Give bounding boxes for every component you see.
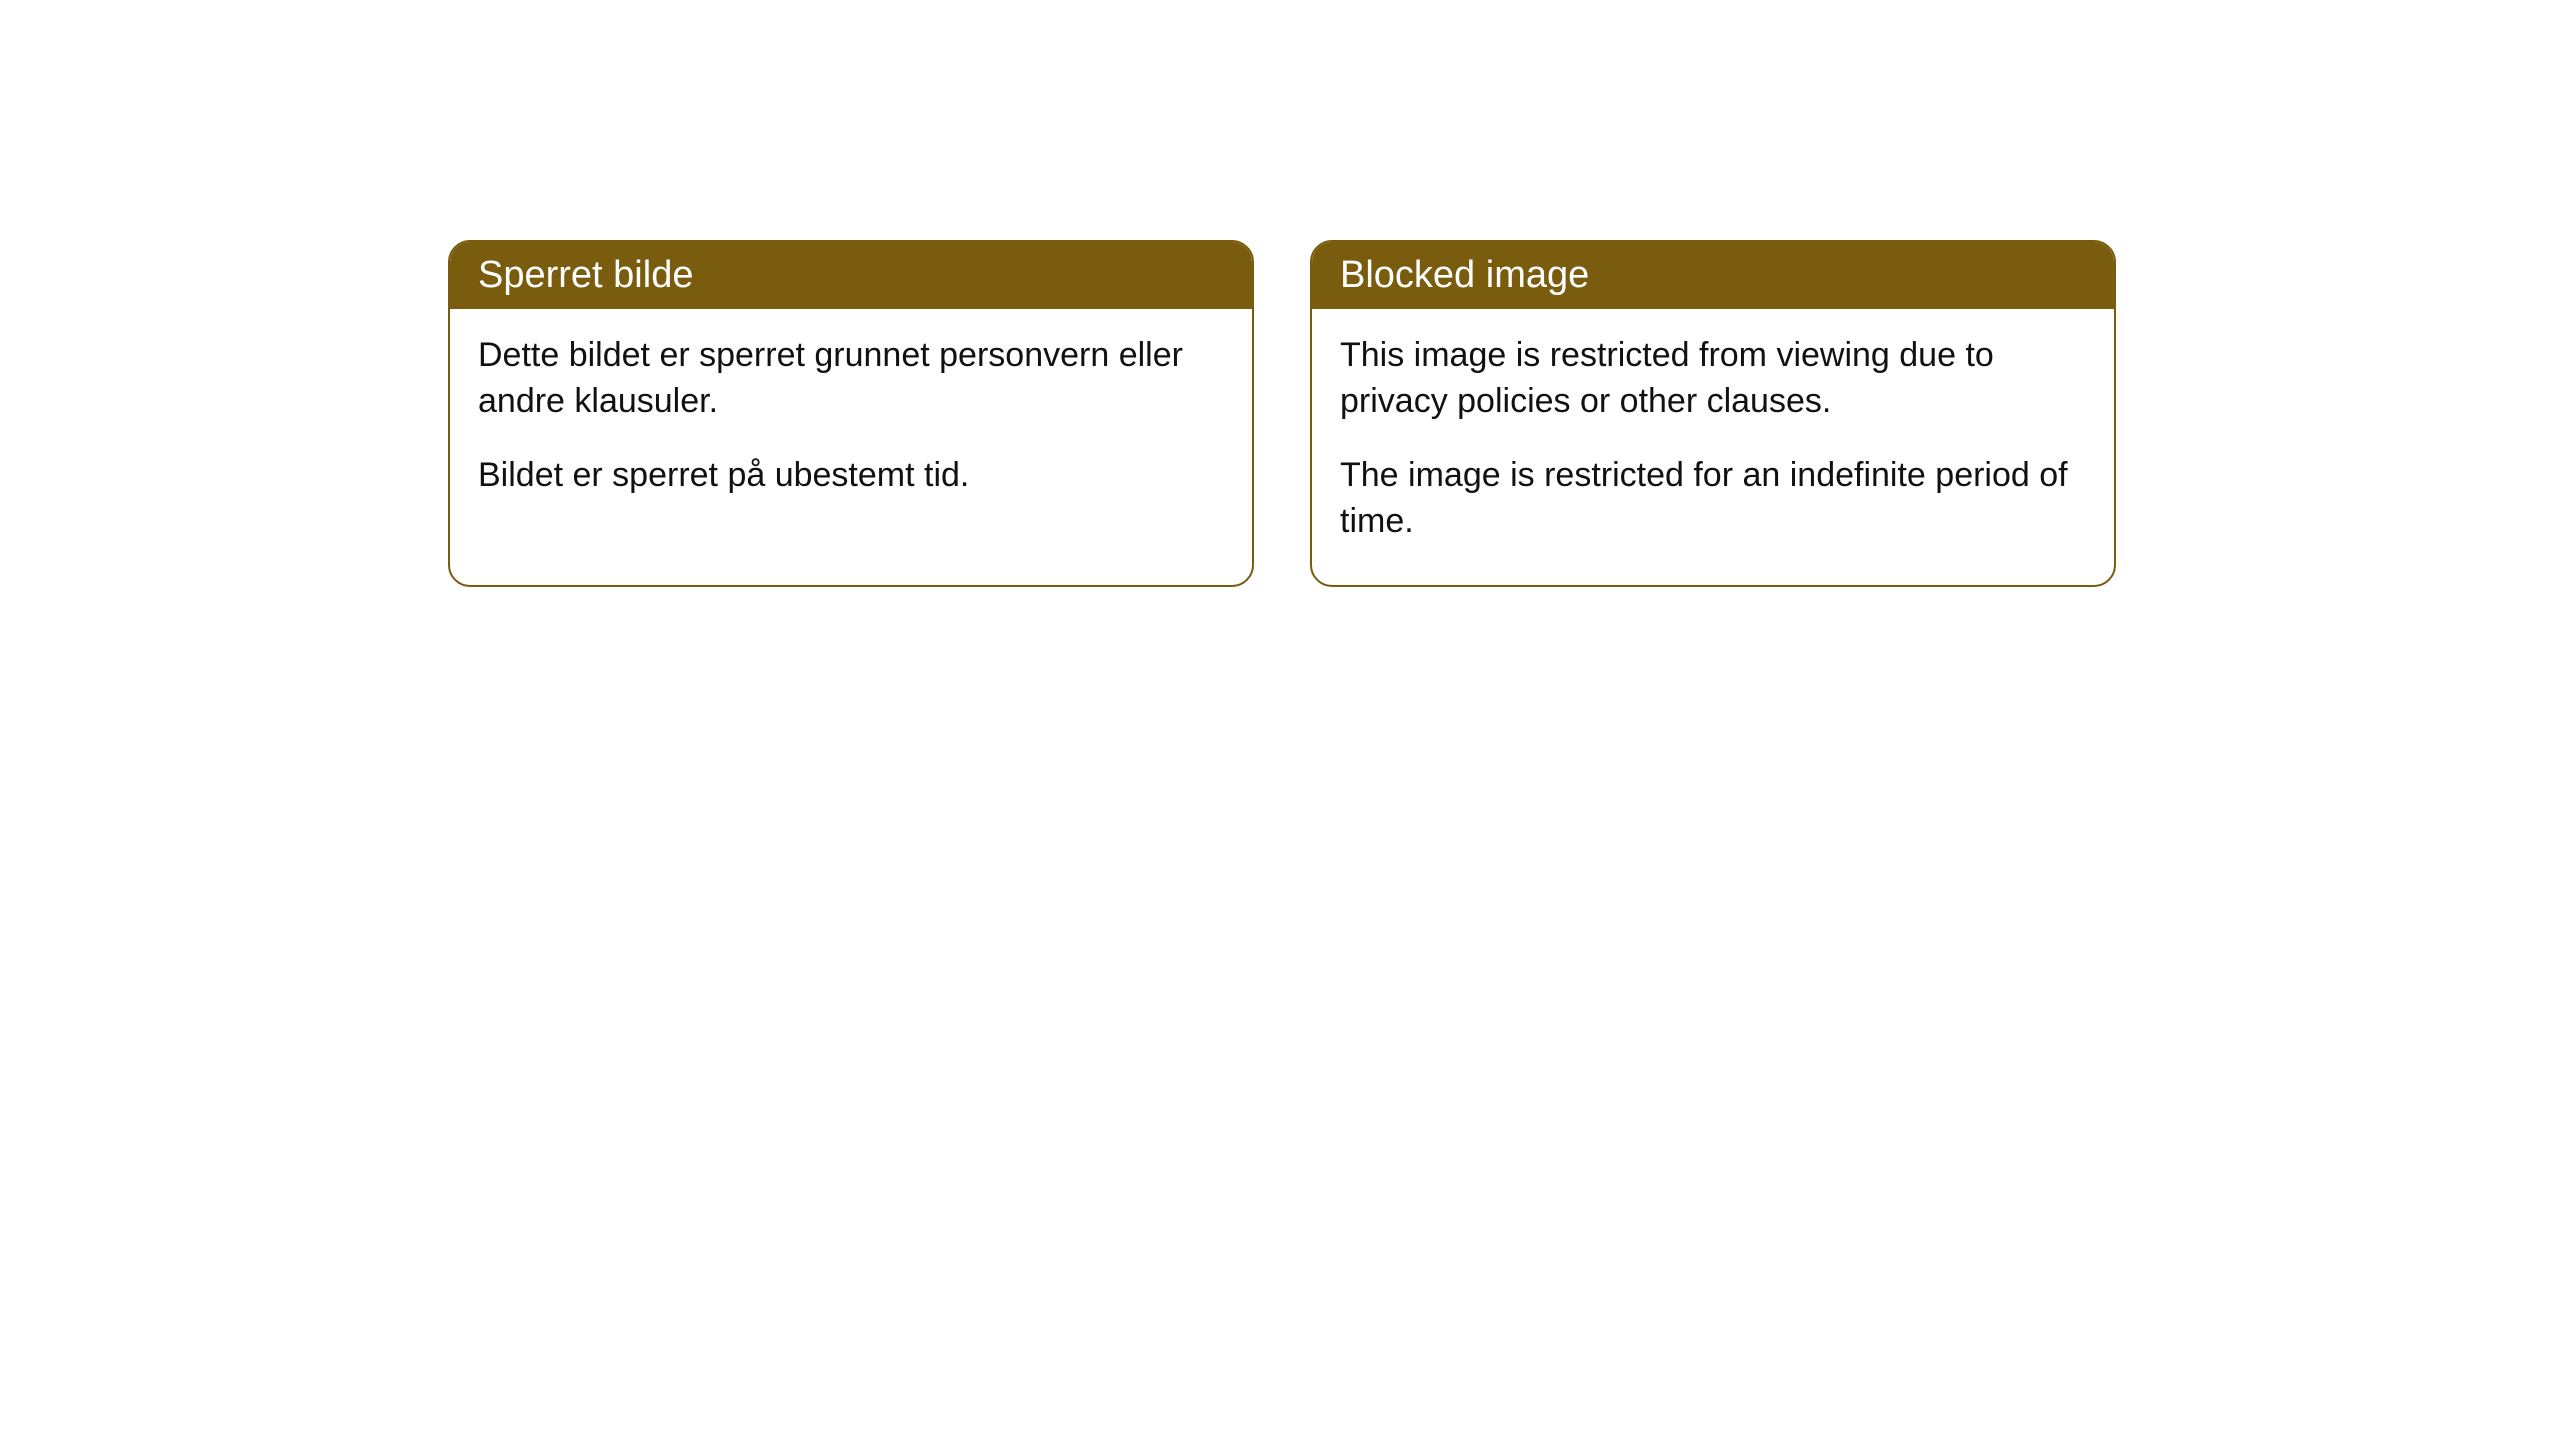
- blocked-image-card-no: Sperret bilde Dette bildet er sperret gr…: [448, 240, 1254, 587]
- card-paragraph: Dette bildet er sperret grunnet personve…: [478, 333, 1224, 425]
- card-body-en: This image is restricted from viewing du…: [1312, 309, 2114, 585]
- card-paragraph: Bildet er sperret på ubestemt tid.: [478, 453, 1224, 499]
- cards-container: Sperret bilde Dette bildet er sperret gr…: [0, 0, 2560, 587]
- blocked-image-card-en: Blocked image This image is restricted f…: [1310, 240, 2116, 587]
- card-header-en: Blocked image: [1312, 242, 2114, 309]
- card-header-no: Sperret bilde: [450, 242, 1252, 309]
- card-paragraph: This image is restricted from viewing du…: [1340, 333, 2086, 425]
- card-paragraph: The image is restricted for an indefinit…: [1340, 453, 2086, 545]
- card-body-no: Dette bildet er sperret grunnet personve…: [450, 309, 1252, 539]
